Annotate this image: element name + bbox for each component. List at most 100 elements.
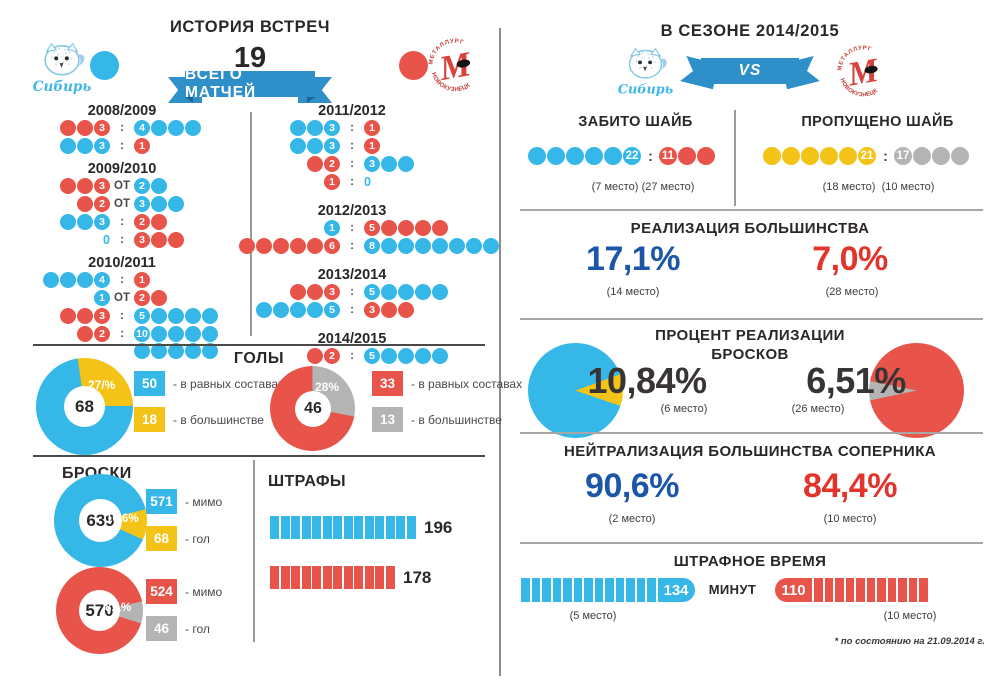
- match-score-row: 3: 1: [246, 138, 458, 155]
- score-separator: :: [120, 274, 124, 286]
- time-segment: [531, 578, 540, 602]
- score-dot: 3: [134, 232, 150, 248]
- score-dot: [432, 238, 448, 254]
- shotpct-value-sibir: 10,84%: [587, 360, 707, 401]
- legend-label: - гол: [185, 621, 210, 636]
- score-dot: 3: [324, 120, 340, 136]
- score-number: 1: [99, 292, 105, 304]
- season-block: 2011/2012 3:1 3:1 2:3 1:0: [246, 104, 458, 191]
- score-number: 3: [99, 180, 105, 192]
- penaltykill-value-metallurg: 84,4%: [803, 467, 897, 505]
- score-number: 1: [329, 176, 335, 188]
- match-score-row: 3: 5: [246, 284, 458, 301]
- stat-dot: [528, 147, 546, 165]
- score-dot: 1: [324, 174, 340, 190]
- score-dot: [151, 196, 167, 212]
- penaltytime-bar-metallurg: 110: [775, 578, 930, 602]
- score-dot: 3: [134, 196, 150, 212]
- score-side: 3: [252, 120, 340, 136]
- time-segment: [866, 578, 875, 602]
- powerplay-value-metallurg: 7,0%: [812, 240, 888, 278]
- footnote: * по состоянию на 21.09.2014 г.: [834, 636, 986, 647]
- goals-divider: [33, 344, 485, 346]
- legend-label: - в большинстве: [411, 412, 502, 427]
- score-number: 3: [369, 158, 375, 170]
- score-dot: [77, 308, 93, 324]
- score-dot: 10: [134, 326, 150, 342]
- score-dot: [398, 302, 414, 318]
- score-number: 5: [369, 286, 375, 298]
- score-dot: [307, 284, 323, 300]
- stat-dot: [547, 147, 565, 165]
- score-dot: [151, 308, 167, 324]
- legend-label: - в равных составах: [173, 376, 285, 391]
- score-dot: [290, 302, 306, 318]
- stat-dot: 11: [659, 147, 677, 165]
- score-side: 5: [364, 348, 452, 364]
- penalty-value: 178: [403, 567, 432, 587]
- season-name: 2013/2014: [317, 267, 387, 283]
- score-number: 1: [369, 140, 375, 152]
- season-name: 2008/2009: [87, 103, 157, 119]
- powerplay-title: РЕАЛИЗАЦИЯ БОЛЬШИНСТВА: [630, 220, 870, 237]
- goals-slice-label-metallurg: 28%: [315, 380, 340, 394]
- score-side: 4: [22, 272, 110, 288]
- score-dot: [151, 232, 167, 248]
- time-segment: [824, 578, 833, 602]
- stat-dot: [585, 147, 603, 165]
- score-side: 2: [22, 326, 110, 342]
- score-number: 2: [99, 198, 105, 210]
- score-dot: [307, 302, 323, 318]
- penalties-bar-sibir: 196: [270, 516, 452, 539]
- penalty-segment: [322, 516, 332, 539]
- score-dot: [290, 138, 306, 154]
- penalties-title: ШТРАФЫ: [268, 473, 346, 490]
- score-number: 8: [369, 240, 375, 252]
- penalty-segment: [375, 566, 384, 589]
- score-dot: [290, 284, 306, 300]
- score-dot: [151, 290, 167, 306]
- score-dot: 3: [364, 156, 380, 172]
- score-side: 1: [22, 290, 110, 306]
- score-side: 3: [252, 284, 340, 300]
- score-dot: 3: [324, 138, 340, 154]
- score-dot: [273, 302, 289, 318]
- season-name: 2009/2010: [87, 161, 157, 177]
- season-name: 2014/2015: [317, 331, 387, 347]
- stat-dot: 17: [894, 147, 912, 165]
- score-side: 2: [134, 214, 222, 230]
- score-side: 5: [252, 302, 340, 318]
- penalty-segment: [385, 566, 395, 589]
- penaltykill-rank-sibir: (2 место): [608, 513, 656, 525]
- shots-slice-label-sibir: 10,6%: [106, 513, 139, 525]
- time-segment: [814, 578, 823, 602]
- stat-value: 17: [896, 150, 910, 162]
- score-number: 1: [329, 222, 335, 234]
- stat-dot: [782, 147, 800, 165]
- penalty-segment: [333, 566, 342, 589]
- legend-value-box: 571: [146, 489, 177, 514]
- time-value-badge: 110: [775, 578, 812, 602]
- score-dot: [449, 238, 465, 254]
- time-segment: [856, 578, 865, 602]
- score-dot: [151, 178, 167, 194]
- score-dot: [307, 238, 323, 254]
- stat-dot: [763, 147, 781, 165]
- score-number: 5: [369, 222, 375, 234]
- score-number: 5: [329, 304, 335, 316]
- stat-dot: [801, 147, 819, 165]
- score-dot: 2: [134, 290, 150, 306]
- stat-dot: [913, 147, 931, 165]
- total-matches-banner-label: ВСЕГО МАТЧЕЙ: [185, 66, 315, 101]
- sibir-color-dot: [90, 51, 119, 80]
- score-number: 6: [329, 240, 335, 252]
- score-dot: [60, 138, 76, 154]
- score-dot: [168, 343, 184, 359]
- stat-value: 21: [860, 150, 874, 162]
- score-dot: [77, 326, 93, 342]
- score-dot: [77, 138, 93, 154]
- score-number: 3: [329, 122, 335, 134]
- score-dot: [398, 284, 414, 300]
- score-number: 4: [139, 122, 145, 134]
- score-side: 1: [134, 138, 222, 154]
